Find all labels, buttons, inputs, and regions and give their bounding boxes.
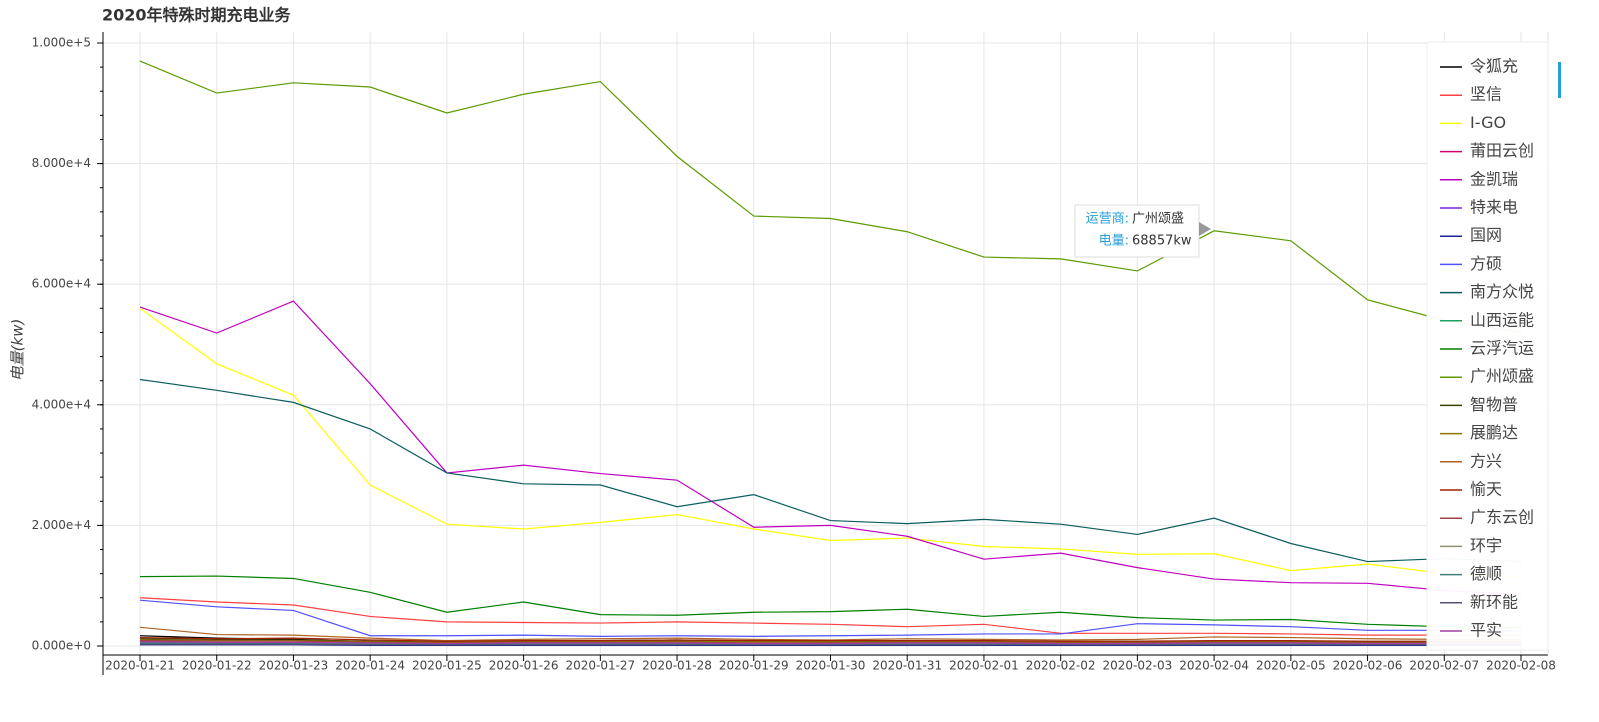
legend-box xyxy=(1426,41,1549,651)
tooltip-box xyxy=(1074,204,1200,258)
legend-label: 国网 xyxy=(1470,226,1502,245)
x-tick-label: 2020-01-31 xyxy=(872,659,942,673)
legend-label: 平实 xyxy=(1470,621,1502,640)
line-series xyxy=(139,575,1522,629)
legend-label: 方兴 xyxy=(1470,451,1502,470)
x-tick-label: 2020-01-22 xyxy=(182,659,252,673)
legend-label: 南方众悦 xyxy=(1470,282,1534,301)
legend-label: 展鹏达 xyxy=(1470,423,1518,442)
x-tick-label: 2020-01-24 xyxy=(335,659,405,673)
y-tick-label: 1.000e+5 xyxy=(32,36,91,50)
x-tick-label: 2020-02-05 xyxy=(1256,659,1326,673)
legend-label: I-GO xyxy=(1470,113,1506,132)
toolbar-indicator xyxy=(1558,62,1561,98)
y-tick-label: 8.000e+4 xyxy=(32,156,91,170)
line-series xyxy=(139,626,1521,642)
x-tick-label: 2020-01-26 xyxy=(489,659,559,673)
legend-label: 云浮汽运 xyxy=(1470,339,1534,358)
line-series xyxy=(139,636,1521,642)
legend-label: 山西运能 xyxy=(1470,310,1534,329)
line-series xyxy=(139,307,1522,578)
y-tick-label: 0.000e+0 xyxy=(32,639,91,653)
x-tick-label: 2020-01-25 xyxy=(412,659,482,673)
x-tick-label: 2020-02-06 xyxy=(1333,659,1403,673)
line-series xyxy=(139,638,1521,643)
legend-label: 令狐充 xyxy=(1470,57,1518,76)
legend-label: 金凯瑞 xyxy=(1470,169,1518,188)
tooltip-value: 广州颂盛 xyxy=(1132,212,1184,227)
legend-label: 方硕 xyxy=(1470,254,1502,273)
x-tick-label: 2020-01-27 xyxy=(565,659,635,673)
legend-label: 坚信 xyxy=(1470,85,1502,104)
legend-label: 智物普 xyxy=(1470,395,1518,414)
x-tick-label: 2020-02-08 xyxy=(1486,659,1556,673)
legend-label: 愉天 xyxy=(1470,480,1502,499)
y-axis-label: 电量(kw) xyxy=(9,319,27,382)
line-series xyxy=(139,639,1521,643)
x-tick-label: 2020-01-28 xyxy=(642,659,712,673)
line-series xyxy=(139,597,1521,636)
x-tick-label: 2020-02-07 xyxy=(1409,659,1479,673)
x-tick-label: 2020-02-02 xyxy=(1026,659,1096,673)
legend-label: 德顺 xyxy=(1470,564,1502,583)
y-tick-label: 4.000e+4 xyxy=(32,397,91,411)
x-tick-label: 2020-02-04 xyxy=(1179,659,1249,673)
line-series xyxy=(139,639,1521,644)
x-tick-label: 2020-01-29 xyxy=(719,659,789,673)
line-series xyxy=(139,60,1522,334)
legend-label: 新环能 xyxy=(1470,592,1518,611)
legend-label: 特来电 xyxy=(1470,198,1518,217)
legend-label: 莆田云创 xyxy=(1470,141,1534,160)
tooltip-label: 运营商: xyxy=(1086,212,1129,227)
x-tick-label: 2020-01-21 xyxy=(105,659,175,673)
legend-label: 广东云创 xyxy=(1470,508,1534,527)
legend-label: 环宇 xyxy=(1470,536,1502,555)
line-series xyxy=(140,644,1521,646)
chart-title: 2020年特殊时期充电业务 xyxy=(102,6,292,25)
x-tick-label: 2020-02-01 xyxy=(949,659,1019,673)
x-tick-label: 2020-02-03 xyxy=(1103,659,1173,673)
tooltip-label: 电量: xyxy=(1099,234,1129,249)
legend-label: 广州颂盛 xyxy=(1470,367,1534,386)
line-series xyxy=(139,378,1522,563)
x-tick-label: 2020-01-30 xyxy=(796,659,866,673)
y-tick-label: 6.000e+4 xyxy=(32,277,91,291)
line-series xyxy=(140,642,1521,645)
line-series xyxy=(139,300,1522,596)
line-series xyxy=(139,641,1521,645)
line-series xyxy=(139,599,1522,637)
line-series xyxy=(140,643,1521,646)
x-tick-label: 2020-01-23 xyxy=(259,659,329,673)
y-tick-label: 2.000e+4 xyxy=(32,518,91,532)
tooltip-arrow xyxy=(1199,222,1211,236)
tooltip-value: 68857kw xyxy=(1132,234,1192,249)
